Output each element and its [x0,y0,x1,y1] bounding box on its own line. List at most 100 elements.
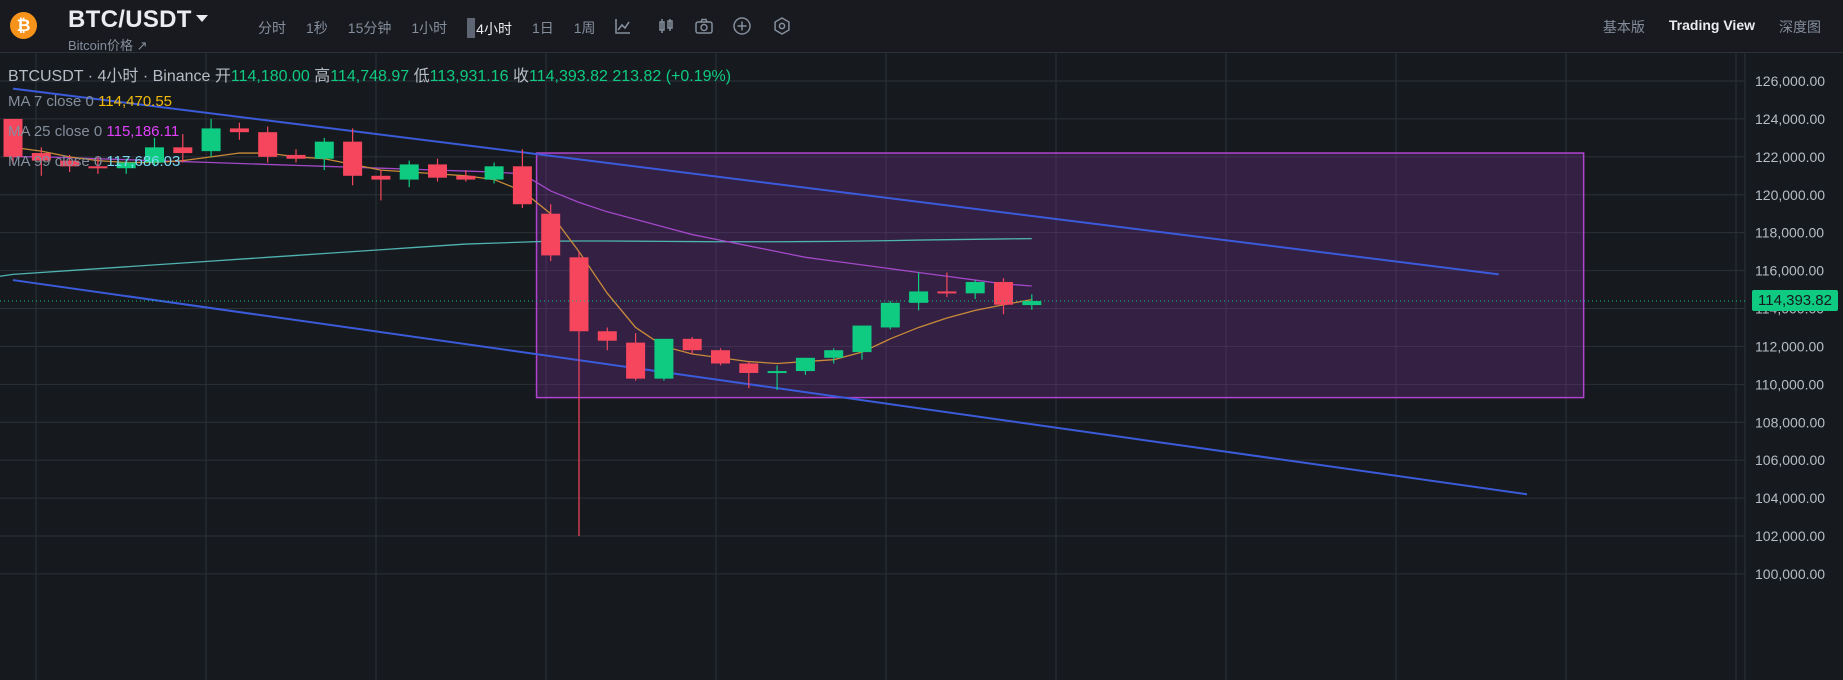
tab-trading-view[interactable]: Trading View [1668,17,1755,33]
candle-body [371,175,391,180]
ma99-value: 117,686.03 [106,153,181,170]
interval-tab-1d[interactable]: 1日 [531,20,554,36]
candle-body [512,166,532,205]
chart-type-icon[interactable] [656,16,676,36]
candle-body [824,350,844,358]
ma7-value: 114,470.55 [98,93,173,110]
candle-body [88,166,108,169]
candle-body [711,350,730,364]
y-tick-label: 126,000.00 [1755,73,1825,89]
interval-tab-1s[interactable]: 1秒 [306,20,328,36]
legend-low-label: 低 [413,68,430,85]
chevron-down-icon[interactable] [196,15,208,22]
settings-icon[interactable] [772,16,792,36]
y-tick-label: 120,000.00 [1755,187,1825,203]
add-icon[interactable] [732,16,752,36]
legend-close-value: 114,393.82 [528,68,608,85]
y-tick-label: 102,000.00 [1755,528,1825,544]
candle-body [31,153,51,161]
y-tick-label: 100,000.00 [1755,566,1825,582]
ma99-line [0,237,1032,277]
y-tick-label: 118,000.00 [1755,225,1824,241]
candle-body [626,342,646,379]
legend-open-label: 开 [214,68,231,85]
candle-body [399,164,419,180]
y-tick-label: 112,000.00 [1755,338,1824,354]
candle-body [852,325,872,353]
candle-body [173,147,193,154]
candle-body [541,213,561,256]
ma7-name: MA 7 close 0 [8,93,94,110]
interval-tab-15m[interactable]: 15分钟 [347,20,392,36]
candle-body [937,291,957,294]
candle-body [145,147,164,163]
candle-body [569,257,589,332]
ma99-name: MA 99 close 0 [8,153,103,170]
candle-body [3,118,23,157]
legend-symbol: BTCUSDT · 4小时 · Binance [8,68,211,85]
range-box [535,152,1585,399]
ma99-legend[interactable]: MA 99 close 0 117,686.03 [8,153,180,170]
legend-close-label: 收 [512,68,529,85]
bitcoin-logo-icon: ₿ [10,12,37,39]
legend-open-value: 114,180.00 [230,68,310,85]
ma25-legend[interactable]: MA 25 close 0 115,186.11 [8,123,179,140]
candle-body [258,132,278,157]
ohlc-legend: BTCUSDT · 4小时 · Binance 开114,180.00 高114… [8,62,731,86]
interval-tab-1w[interactable]: 1周 [573,20,596,36]
candlestick-chart[interactable]: 126,000.00 124,000.00 122,000.00 120,000.00… [0,53,1843,680]
candle-body [597,331,617,341]
candle-body [767,371,787,374]
interval-tab-line[interactable]: 分时 [258,20,286,36]
camera-icon[interactable] [694,16,714,36]
ma25-name: MA 25 close 0 [8,123,103,140]
indicator-icon[interactable] [613,16,633,36]
y-tick-label: 106,000.00 [1755,452,1825,468]
candle-body [880,302,900,328]
y-tick-label: 122,000.00 [1755,149,1825,165]
tab-depth[interactable]: 深度图 [1779,19,1821,35]
top-bar: ₿ BTC/USDT Bitcoin价格 ↗ 分时 1秒 15分钟 1小时 4小… [0,0,1843,53]
candle-body [994,281,1013,305]
y-tick-label: 116,000.00 [1755,263,1824,279]
candle-body [286,154,306,159]
candle-body [739,363,759,373]
legend-low-value: 113,931.16 [429,68,509,85]
candle-body [795,357,815,372]
legend-high-value: 114,748.97 [330,68,410,85]
candle-body [343,141,363,176]
current-price-tag: 114,393.82 [1752,290,1838,312]
candle-body [314,141,334,159]
ma7-legend[interactable]: MA 7 close 0 114,470.55 [8,93,172,110]
coin-name-link[interactable]: Bitcoin价格 ↗ [68,38,148,53]
candle-body [428,164,447,178]
candle-body [229,128,249,133]
candle-body [909,291,929,303]
legend-high-label: 高 [314,68,331,85]
candle-body [484,166,504,180]
candle-body [116,162,136,169]
upper-trendline [12,87,1499,276]
candle-body [654,338,674,379]
candle-body [682,338,702,351]
candle-body [60,160,80,167]
legend-change-value: 213.82 (+0.19%) [612,68,732,85]
interval-tab-4h[interactable]: 4小时 [461,16,518,41]
interval-tab-4h-label: 4小时 [476,21,512,37]
chart-area[interactable]: 126,000.00 124,000.00 122,000.00 120,000.00… [0,53,1843,680]
candle-body [456,175,476,180]
ma25-value: 115,186.11 [106,123,180,140]
y-tick-label: 104,000.00 [1755,490,1825,506]
y-tick-label: 110,000.00 [1755,376,1824,392]
interval-tab-1h[interactable]: 1小时 [411,20,448,36]
interval-tabs: 分时 1秒 15分钟 1小时 4小时 1日 1周 [252,16,610,41]
pair-selector[interactable]: BTC/USDT [68,6,192,33]
lower-trendline [12,279,1528,496]
selection-cursor [467,18,476,38]
candle-body [965,281,985,294]
tab-basic[interactable]: 基本版 [1602,19,1645,35]
candle-body [201,128,221,152]
y-tick-label: 124,000.00 [1755,111,1825,127]
view-tabs: 基本版 Trading View 深度图 [1579,17,1821,37]
candle-body [1022,301,1042,306]
